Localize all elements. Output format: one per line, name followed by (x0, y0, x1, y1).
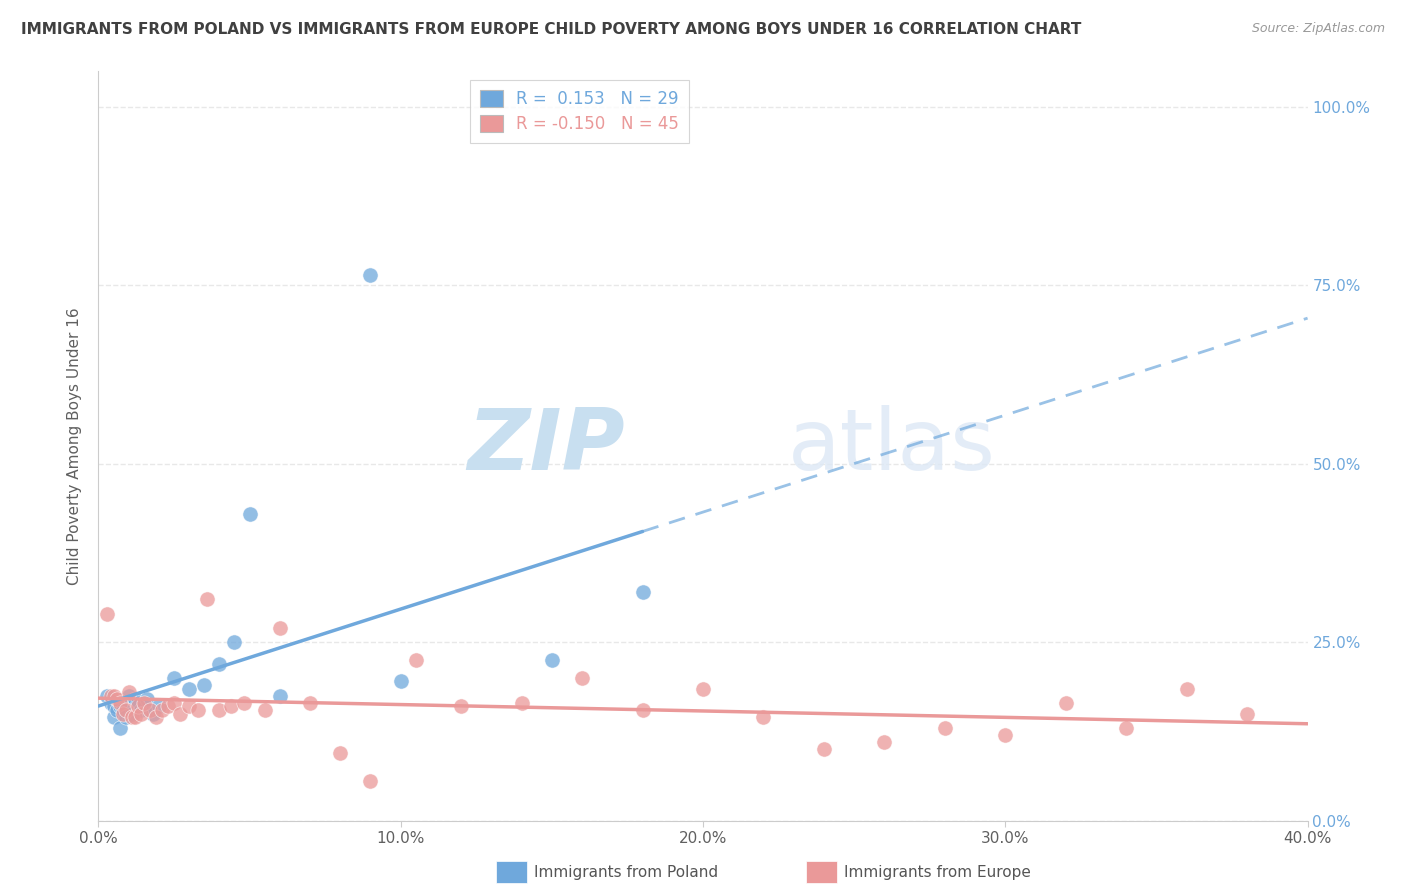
Point (221, 699, 243, 714)
Point (540, 653, 562, 667)
Point (100, 696, 122, 710)
Point (450, 699, 472, 714)
Point (1115, 721, 1137, 735)
Point (571, 671, 593, 685)
Point (631, 703, 654, 717)
Point (269, 621, 291, 635)
Text: Immigrants from Poland: Immigrants from Poland (534, 865, 718, 880)
Point (118, 689, 141, 703)
Point (142, 706, 165, 721)
Point (103, 689, 125, 703)
Point (253, 703, 276, 717)
Point (163, 696, 186, 710)
Text: atlas: atlas (787, 404, 995, 488)
Point (111, 703, 134, 717)
Point (631, 585, 654, 599)
Point (329, 746, 352, 760)
Point (105, 692, 128, 706)
Point (127, 696, 149, 710)
Point (692, 681, 714, 696)
Text: IMMIGRANTS FROM POLAND VS IMMIGRANTS FROM EUROPE CHILD POVERTY AMONG BOYS UNDER : IMMIGRANTS FROM POLAND VS IMMIGRANTS FRO… (21, 22, 1081, 37)
Point (139, 703, 162, 717)
Point (1236, 706, 1258, 721)
Point (132, 699, 155, 714)
Point (195, 592, 218, 607)
Point (179, 699, 201, 714)
Point (389, 674, 412, 689)
Point (145, 710, 167, 724)
Point (239, 507, 262, 521)
Text: Source: ZipAtlas.com: Source: ZipAtlas.com (1251, 22, 1385, 36)
Point (96, 689, 118, 703)
Point (121, 710, 143, 724)
Point (873, 735, 896, 749)
Point (1054, 696, 1077, 710)
Point (129, 706, 152, 721)
Point (179, 681, 201, 696)
Point (124, 710, 146, 724)
Point (114, 703, 136, 717)
Point (405, 653, 427, 667)
Point (108, 721, 131, 735)
Point (124, 692, 146, 706)
Point (813, 742, 835, 756)
Point (150, 703, 173, 717)
Point (156, 699, 179, 714)
Point (129, 703, 152, 717)
Point (163, 671, 186, 685)
Point (269, 689, 291, 703)
Point (752, 710, 775, 724)
Text: Immigrants from Europe: Immigrants from Europe (844, 865, 1031, 880)
Point (208, 703, 231, 717)
Point (1175, 681, 1198, 696)
Point (132, 696, 155, 710)
Point (103, 710, 125, 724)
Point (148, 699, 170, 714)
Point (135, 692, 157, 706)
Point (232, 696, 254, 710)
Point (121, 706, 143, 721)
Point (299, 696, 322, 710)
Y-axis label: Child Poverty Among Boys Under 16: Child Poverty Among Boys Under 16 (67, 307, 83, 585)
Point (118, 685, 141, 699)
Point (187, 703, 209, 717)
Point (169, 706, 191, 721)
Point (994, 728, 1017, 742)
Point (360, 268, 382, 282)
Point (103, 699, 125, 714)
Point (193, 678, 215, 692)
Text: ZIP: ZIP (467, 404, 624, 488)
Point (105, 703, 128, 717)
Point (127, 699, 149, 714)
Point (934, 721, 956, 735)
Point (96, 607, 118, 621)
Point (108, 696, 131, 710)
Point (224, 635, 246, 649)
Point (208, 657, 231, 671)
Point (108, 699, 131, 714)
Point (114, 710, 136, 724)
Legend: R =  0.153   N = 29, R = -0.150   N = 45: R = 0.153 N = 29, R = -0.150 N = 45 (470, 79, 689, 143)
Point (111, 706, 134, 721)
Point (510, 696, 533, 710)
Point (100, 689, 122, 703)
Point (360, 774, 382, 789)
